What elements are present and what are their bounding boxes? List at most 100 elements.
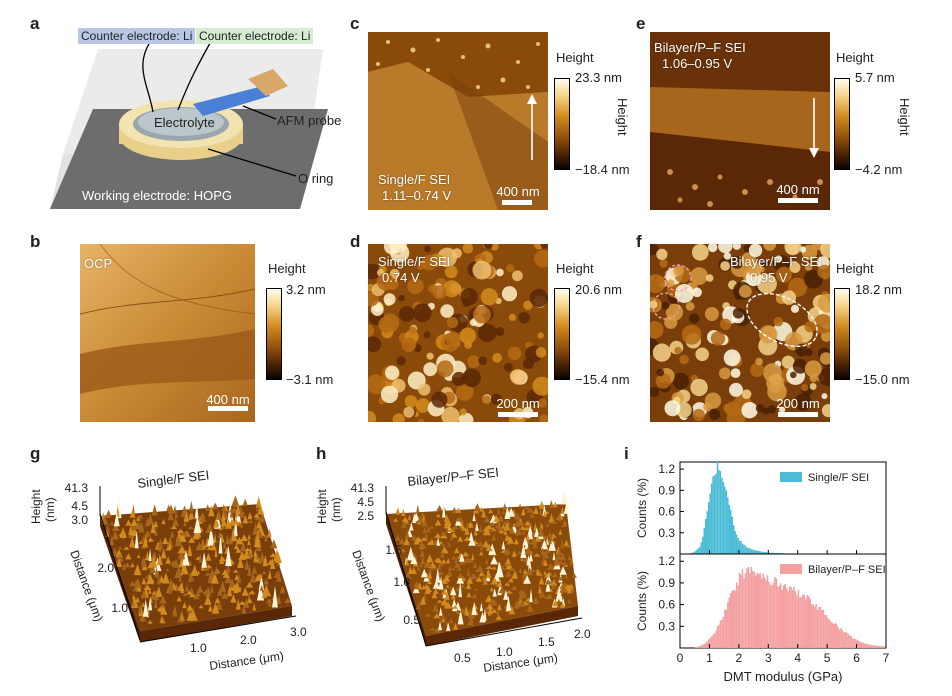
histogram-bar bbox=[766, 575, 769, 648]
histogram-bar bbox=[735, 582, 738, 648]
histogram-bar bbox=[858, 640, 860, 648]
histogram-bar bbox=[855, 639, 857, 648]
afm-image-e: Bilayer/P–F SEI 1.06–0.95 V 400 nm bbox=[650, 32, 830, 210]
y-tick-label: 0.3 bbox=[658, 526, 675, 540]
histogram-bar bbox=[771, 552, 773, 554]
histogram-bar bbox=[728, 504, 731, 554]
histogram-bar bbox=[706, 641, 708, 648]
histogram-bar bbox=[774, 552, 776, 554]
h-x-label: Distance (μm) bbox=[482, 651, 558, 675]
histogram-bar bbox=[705, 642, 707, 648]
histogram-bar bbox=[734, 531, 736, 554]
panel-e-voltage: 1.06–0.95 V bbox=[662, 56, 733, 71]
colorbar-f-min: −15.0 nm bbox=[855, 372, 910, 387]
h-z-tick-1: 41.3 bbox=[351, 481, 375, 495]
g-y-tick-1: 2.0 bbox=[97, 561, 114, 575]
histogram-bar bbox=[725, 490, 728, 554]
histogram-bar bbox=[747, 566, 750, 648]
histogram-bar bbox=[707, 502, 710, 554]
histogram-bar bbox=[724, 486, 726, 554]
y-tick-label: 0.3 bbox=[658, 619, 675, 633]
histogram-bar bbox=[880, 646, 882, 648]
g-y-label: Distance (μm) bbox=[67, 548, 106, 623]
histogram-bar bbox=[769, 552, 772, 554]
histogram-bar bbox=[738, 540, 741, 554]
histogram-bar bbox=[743, 578, 745, 648]
histogram-bar bbox=[703, 527, 706, 554]
histogram-bar bbox=[721, 619, 723, 648]
x-tick-label: 4 bbox=[794, 651, 801, 665]
histogram-bar bbox=[781, 590, 783, 648]
histogram-bar bbox=[852, 638, 854, 648]
y-tick-label: 0.6 bbox=[658, 505, 675, 519]
histogram-bar bbox=[700, 645, 703, 648]
histogram-bar bbox=[740, 574, 742, 648]
histogram-bar bbox=[752, 549, 754, 554]
histogram-bar bbox=[808, 596, 810, 648]
histogram-bar bbox=[822, 609, 825, 648]
legend-swatch bbox=[780, 472, 802, 482]
histogram-bar bbox=[747, 548, 750, 554]
y-axis-label: Counts (%) bbox=[635, 478, 649, 538]
counter-electrode-left-label: Counter electrode: Li bbox=[78, 28, 196, 44]
colorbar-d-title: Height bbox=[556, 261, 594, 276]
histogram-bar bbox=[775, 552, 778, 554]
g-z-unit: (nm) bbox=[43, 497, 57, 522]
histogram-bar bbox=[734, 590, 736, 648]
histogram-bar bbox=[696, 647, 698, 648]
histogram-bar bbox=[785, 588, 788, 648]
histogram-bar bbox=[771, 585, 773, 648]
histogram-bar bbox=[877, 645, 879, 648]
histogram-bar bbox=[799, 597, 801, 648]
x-tick-label: 0 bbox=[677, 651, 684, 665]
histogram-bar bbox=[725, 609, 728, 648]
histogram-bar bbox=[719, 620, 722, 648]
panel-f-condition: Bilayer/P–F SEI bbox=[730, 254, 822, 269]
x-axis-label: DMT modulus (GPa) bbox=[724, 669, 843, 684]
histogram-bar bbox=[809, 598, 811, 648]
histogram-bar bbox=[760, 578, 763, 648]
x-tick-label: 2 bbox=[736, 651, 743, 665]
panel-e-label: e bbox=[636, 14, 646, 33]
histogram-bar bbox=[775, 578, 778, 648]
histogram-bar bbox=[753, 550, 756, 554]
panel-f-label: f bbox=[636, 232, 642, 251]
h-y-label: Distance (μm) bbox=[349, 548, 388, 623]
histogram-bar bbox=[697, 646, 700, 648]
histogram-bar bbox=[697, 548, 700, 554]
panel-e-condition: Bilayer/P–F SEI bbox=[654, 40, 746, 55]
histogram-bar bbox=[768, 552, 770, 554]
panel-d-label: d bbox=[350, 232, 361, 251]
histogram-bar bbox=[741, 543, 744, 554]
histogram-bar bbox=[784, 583, 786, 648]
histogram-bar bbox=[732, 589, 735, 648]
colorbar-e-title: Height bbox=[836, 50, 874, 65]
histogram-bar bbox=[788, 586, 791, 648]
histogram-bar bbox=[810, 604, 813, 648]
dmt-modulus-histogram: 0.3 0.6 0.9 1.2 Counts (%) Single/F SEI 0.3 0.… bbox=[635, 460, 890, 684]
histogram-bar bbox=[777, 586, 779, 648]
surface-3d-h: 41.3 4.5 2.5 Height (nm) 1.5 1.0 0.5 Dis… bbox=[316, 464, 591, 675]
colorbar-c-title: Height bbox=[556, 50, 594, 65]
histogram-bar bbox=[831, 622, 834, 648]
surface-3d-g: 41.3 4.5 3.0 Height (nm) 2.0 1.0 Distanc… bbox=[30, 467, 307, 673]
histogram-bar bbox=[791, 589, 794, 648]
colorbar-e-min: −4.2 nm bbox=[855, 162, 903, 177]
histogram-bar bbox=[712, 634, 714, 648]
histogram-bar bbox=[871, 645, 873, 648]
histogram-bar bbox=[884, 646, 886, 648]
scalebar-e bbox=[778, 198, 818, 203]
histogram-bar bbox=[825, 615, 828, 648]
histogram-bar bbox=[753, 571, 756, 648]
histogram-bar bbox=[830, 621, 832, 648]
histogram-bar bbox=[868, 644, 870, 648]
colorbar-c-min: −18.4 nm bbox=[575, 162, 630, 177]
histogram-bar bbox=[744, 573, 747, 648]
histogram-bar bbox=[738, 572, 741, 648]
histogram-bar bbox=[872, 645, 875, 648]
panel-c-voltage: 1.11–0.74 V bbox=[382, 188, 452, 203]
y-tick-label: 1.2 bbox=[658, 462, 675, 476]
afm-probe-label: AFM probe bbox=[277, 113, 342, 128]
panel-d-condition: Single/F SEI bbox=[378, 254, 451, 269]
histogram-bar bbox=[724, 609, 726, 648]
